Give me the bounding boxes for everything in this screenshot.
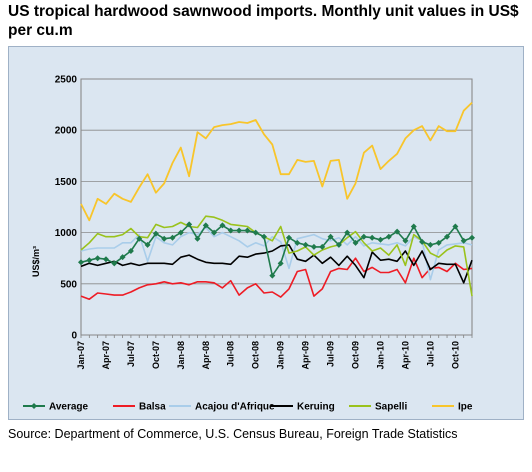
chart-frame: 0 500 1000 1500 2000 2500 Jan-07 Apr-07 Jul-07 O… [8,46,524,420]
data-point [78,259,84,266]
series-line-balsa [80,257,473,300]
data-point [410,223,417,230]
series-line-keruing [80,244,473,284]
y-tick-label: 2000 [55,126,78,137]
x-tick-label: Jan-08 [176,341,186,370]
data-point [435,239,442,246]
data-point [385,233,392,240]
data-point [236,227,243,234]
y-tick-label: 1500 [55,177,78,188]
data-point [219,222,226,229]
x-tick-label: Apr-07 [101,341,111,370]
series-group [78,101,475,300]
data-point [86,257,93,264]
legend-marker [31,403,37,409]
data-point [294,239,301,246]
line-chart: 0 500 1000 1500 2000 2500 Jan-07 Apr-07 Jul-07 O… [23,75,475,413]
legend-label: Balsa [139,402,166,413]
data-point [194,235,201,242]
data-point [302,241,309,248]
data-point [285,234,292,241]
x-tick-label: Jan-10 [375,341,385,370]
data-point [261,233,268,240]
data-point [177,229,184,236]
data-point [319,243,326,250]
x-tick-label: Oct-07 [151,341,161,369]
data-point [202,222,209,229]
data-point [460,237,467,244]
data-point [452,223,459,230]
x-tick-label: Oct-08 [251,341,261,369]
grid [80,78,473,336]
data-point [277,260,284,267]
data-point [469,234,475,241]
legend-label: Average [49,402,89,413]
data-point [186,221,193,228]
x-tick-label: Apr-10 [400,341,410,370]
data-point [144,241,151,248]
x-tick-label: Jul-08 [226,341,236,367]
data-point [119,254,126,261]
data-point [444,233,451,240]
series-line-acajou-d-afrique [80,226,473,281]
data-point [335,241,342,248]
y-tick-label: 1000 [55,228,78,239]
data-point [252,229,259,236]
legend: Average Balsa Acajou d'Afrique Keruing Sapel… [23,402,473,413]
data-point [244,227,251,234]
y-tick-label: 0 [71,331,77,342]
y-axis-label: US$/m³ [31,246,41,277]
chart-title: US tropical hardwood sawnwood imports. M… [8,3,519,39]
x-tick-label: Jul-10 [425,341,435,367]
x-tick-label: Jul-09 [326,341,336,367]
data-point [344,229,351,236]
data-point [327,233,334,240]
x-tick-label: Jan-07 [76,341,86,370]
data-point [94,255,101,262]
x-tick-label: Apr-08 [201,341,211,370]
data-point [211,229,218,236]
data-point [169,234,176,241]
y-tick-label: 2500 [55,75,78,86]
x-tick-label: Jan-09 [276,341,286,370]
data-point [402,237,409,244]
data-point [161,235,168,242]
y-axis: 0 500 1000 1500 2000 2500 [55,75,78,342]
data-point [369,234,376,241]
data-point [419,238,426,245]
source-note: Source: Department of Commerce, U.S. Cen… [8,427,458,441]
legend-label: Sapelli [375,402,407,413]
data-point [102,256,109,263]
data-point [352,239,359,246]
x-tick-label: Oct-09 [351,341,361,369]
plot-area [80,78,473,336]
data-point [111,260,118,267]
legend-label: Ipe [458,402,473,413]
series-line-ipe [80,101,473,222]
x-tick-label: Jul-07 [126,341,136,367]
legend-label: Keruing [297,402,335,413]
x-tick-label: Oct-10 [450,341,460,369]
data-point [310,243,317,250]
x-tick-label: Apr-09 [301,341,311,370]
data-point [152,230,159,237]
data-point [269,272,276,279]
x-axis: Jan-07 Apr-07 Jul-07 Oct-07 Jan-08 Apr-08 Jul-… [76,335,473,370]
data-point [360,233,367,240]
y-tick-label: 500 [60,279,77,290]
data-point [427,241,434,248]
data-point [227,227,234,234]
legend-label: Acajou d'Afrique [195,402,275,413]
data-point [394,228,401,235]
series-line-sapelli [80,215,473,297]
data-point [377,236,384,243]
data-point [136,235,143,242]
